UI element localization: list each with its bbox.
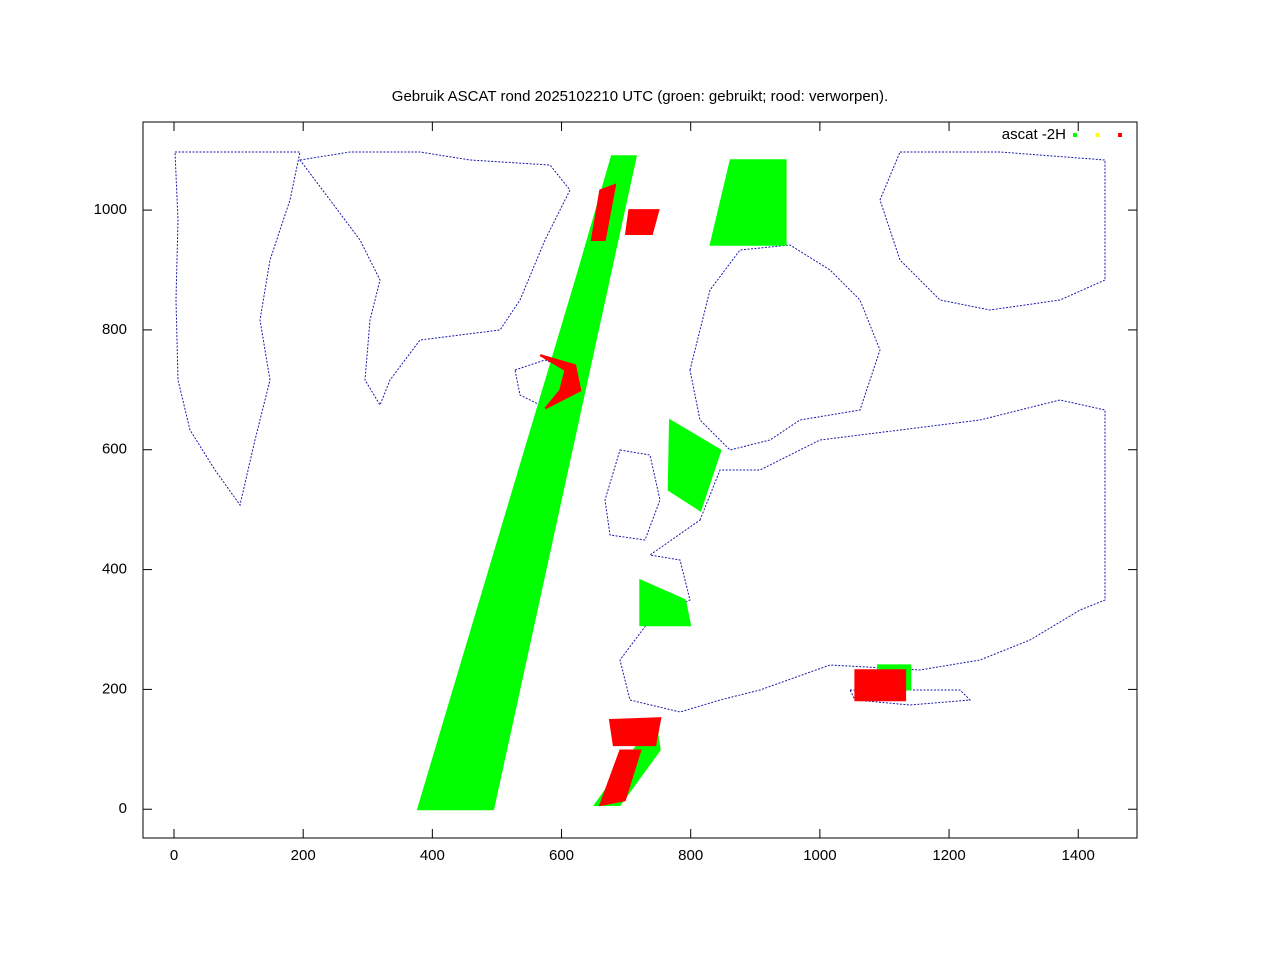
map-background [174,151,1106,713]
x-tick-label: 1400 [1062,847,1095,864]
x-tick-label: 1000 [803,847,836,864]
x-tick-label: 800 [678,847,703,864]
coastline [299,151,571,407]
coastline [604,449,661,541]
y-tick-label: 1000 [94,201,127,218]
plot-frame [142,121,1138,839]
legend-marker [1073,133,1077,137]
chart-title: Gebruik ASCAT rond 2025102210 UTC (groen… [392,88,888,105]
observation-area [539,183,907,807]
y-tick-label: 600 [102,441,127,458]
x-tick-label: 0 [170,847,178,864]
y-tick-label: 200 [102,680,127,697]
legend-marker [1118,133,1122,137]
x-tick-label: 600 [549,847,574,864]
y-tick-label: 0 [119,800,127,817]
coastline [879,151,1106,311]
y-tick-label: 800 [102,321,127,338]
x-tick-label: 200 [291,847,316,864]
coastline [849,689,972,706]
y-tick-label: 400 [102,561,127,578]
observation-area [416,155,912,811]
x-tick-label: 1200 [932,847,965,864]
legend-label: ascat -2H [1002,126,1066,143]
coastline [174,151,301,507]
coastline [619,399,1106,713]
coastline [514,359,576,406]
legend-marker [1095,133,1100,137]
coastline [689,244,881,451]
x-tick-label: 400 [420,847,445,864]
